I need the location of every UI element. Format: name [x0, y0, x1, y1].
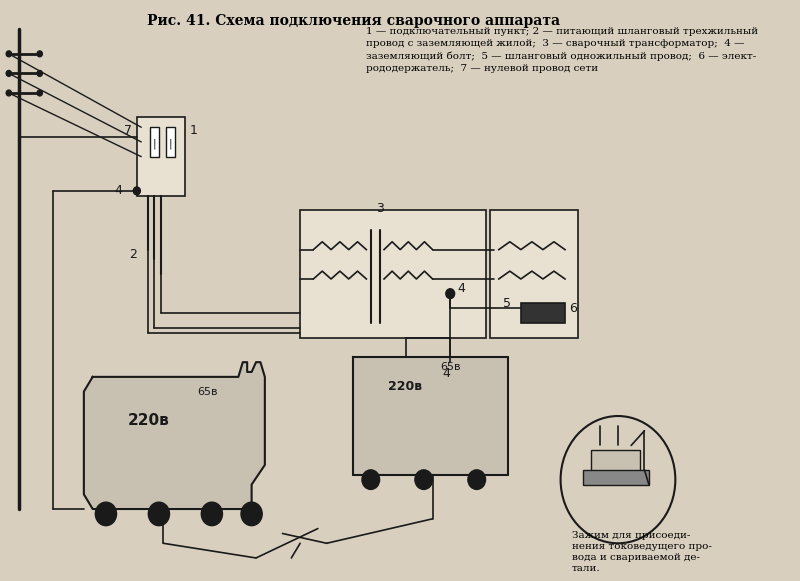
Circle shape	[362, 470, 380, 489]
Circle shape	[241, 502, 262, 526]
Bar	[353, 357, 508, 475]
Circle shape	[37, 90, 42, 96]
Text: 1 — подключательный пункт; 2 — питающий шланговый трехжильный
провод с заземляющ: 1 — подключательный пункт; 2 — питающий …	[366, 27, 758, 73]
Text: 65в: 65в	[198, 386, 218, 397]
Bar	[166, 127, 174, 157]
Bar	[490, 210, 578, 338]
Text: |: |	[169, 139, 172, 149]
Bar	[137, 117, 186, 196]
Text: 220в: 220в	[389, 380, 422, 393]
Circle shape	[468, 470, 486, 489]
Circle shape	[6, 70, 11, 76]
Circle shape	[202, 502, 222, 526]
Text: 6: 6	[570, 302, 578, 315]
Circle shape	[6, 51, 11, 57]
Text: 1: 1	[190, 124, 198, 137]
Text: 4: 4	[442, 367, 450, 380]
Circle shape	[134, 187, 140, 195]
Circle shape	[37, 70, 42, 76]
Text: 4: 4	[114, 184, 122, 198]
Circle shape	[95, 502, 117, 526]
Text: 4: 4	[458, 282, 465, 295]
Text: 220в: 220в	[128, 414, 170, 428]
Text: |: |	[153, 139, 156, 149]
Text: Зажим для присоеди-
нения токоведущего про-
вода и свариваемой де-
тали.: Зажим для присоеди- нения токоведущего п…	[572, 530, 712, 573]
Bar	[521, 303, 565, 323]
Circle shape	[6, 90, 11, 96]
Text: 7: 7	[125, 124, 133, 137]
Bar	[582, 470, 649, 485]
Circle shape	[148, 502, 170, 526]
Text: 5: 5	[503, 297, 511, 310]
Text: 3: 3	[376, 202, 383, 216]
Text: 65в: 65в	[440, 362, 461, 372]
Circle shape	[415, 470, 433, 489]
Bar	[591, 450, 640, 480]
Circle shape	[446, 289, 454, 299]
Text: Рис. 41. Схема подключения сварочного аппарата: Рис. 41. Схема подключения сварочного ап…	[146, 14, 560, 28]
Text: 2: 2	[129, 248, 137, 261]
Circle shape	[37, 51, 42, 57]
Polygon shape	[84, 362, 265, 509]
Bar	[150, 127, 159, 157]
Bar	[300, 210, 486, 338]
